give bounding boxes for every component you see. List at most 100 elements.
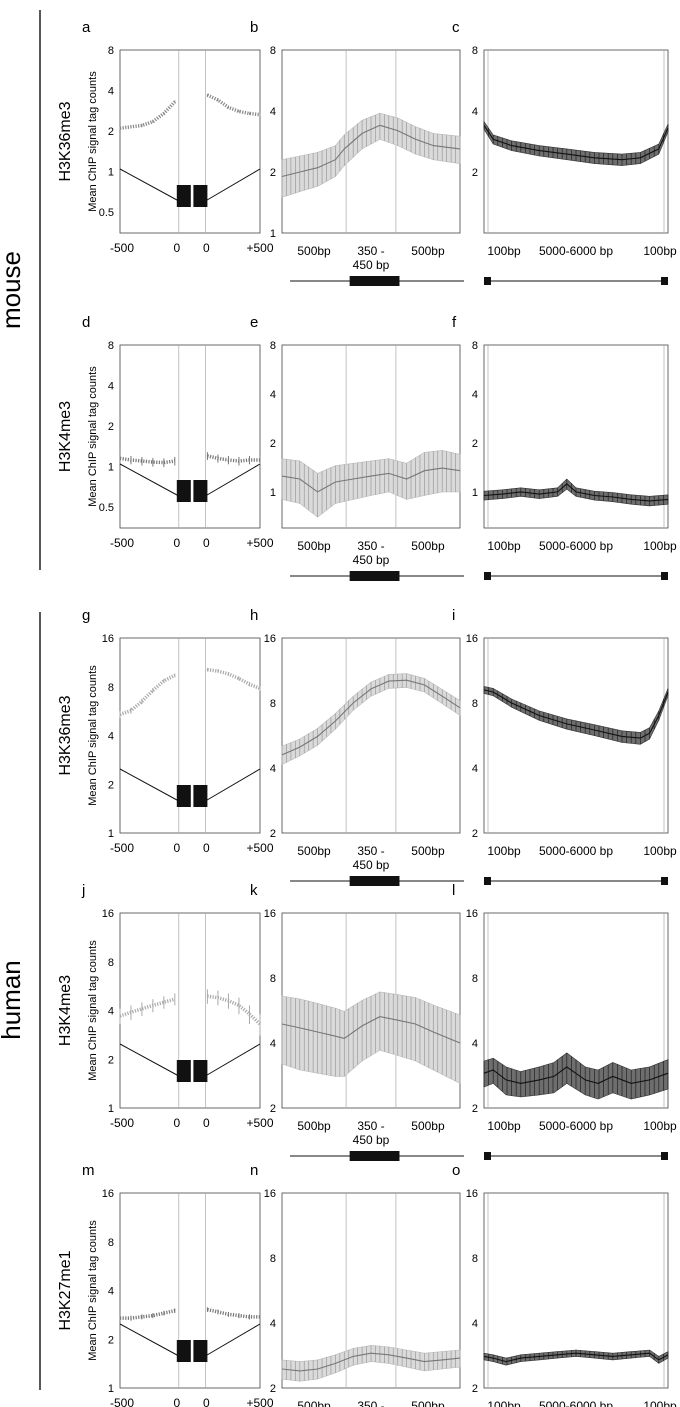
plot-frame xyxy=(119,49,261,234)
y-tick-label: 8 xyxy=(270,698,276,710)
y-tick-label: 1 xyxy=(108,167,114,179)
plot-frame xyxy=(119,1192,261,1389)
y-tick-label: 4 xyxy=(108,86,114,98)
y-axis-title: Mean ChIP signal tag counts xyxy=(87,1220,99,1361)
y-axis-title: Mean ChIP signal tag counts xyxy=(87,940,99,1081)
panel-k: k 2 4 8 16 500bp 350 -450 bp 500bp xyxy=(250,882,464,1161)
series-line xyxy=(206,454,260,463)
region-label-line: 350 - xyxy=(357,244,384,258)
y-tick-label: 8 xyxy=(108,682,114,694)
exon-box xyxy=(193,480,208,502)
region-label-line: 100bp xyxy=(643,844,677,858)
region-label: 500bp xyxy=(297,1119,331,1133)
panel-letter: k xyxy=(250,882,258,899)
series-line xyxy=(281,1016,461,1044)
exon-box xyxy=(176,1340,191,1362)
region-label: 350 -450 bp xyxy=(353,244,390,272)
region-label: 100bp xyxy=(643,1119,677,1133)
y-tick-label: 4 xyxy=(108,1286,114,1298)
panel-d: d 0.5 1 2 4 8 H3K4me3 Mean ChIP signal tag coun… xyxy=(57,314,274,550)
plot-frame xyxy=(281,344,461,529)
region-label: 350 -450 bp xyxy=(353,1119,390,1147)
y-tick-label: 2 xyxy=(108,779,114,791)
series-line xyxy=(483,689,669,739)
gene-model-line xyxy=(119,768,180,802)
region-label: 350 -450 bp xyxy=(353,1399,390,1407)
series-line xyxy=(483,483,669,502)
y-tick-label: 16 xyxy=(466,633,478,645)
plot-frame xyxy=(281,1192,461,1389)
y-tick-label: 2 xyxy=(472,167,478,179)
region-label: 500bp xyxy=(411,844,445,858)
exon-box xyxy=(176,785,191,807)
region-label-line: 100bp xyxy=(487,244,521,258)
plot-frame xyxy=(483,912,669,1109)
panel-l: l 2 4 8 16 100bp 5000-6000 bp 100bp xyxy=(452,882,677,1160)
region-label-line: 350 - xyxy=(357,1119,384,1133)
series-line xyxy=(120,1308,176,1320)
y-tick-label: 4 xyxy=(108,1006,114,1018)
x-tick-label: +500 xyxy=(246,1396,273,1407)
y-tick-label: 4 xyxy=(472,1318,478,1330)
y-tick-label: 4 xyxy=(270,1318,276,1330)
region-label: 500bp xyxy=(411,1119,445,1133)
y-tick-label: 2 xyxy=(270,1383,276,1395)
y-tick-label: 16 xyxy=(264,908,276,920)
x-tick-label: -500 xyxy=(110,841,134,855)
histone-mark-label: H3K36me3 xyxy=(57,695,74,775)
region-label: 500bp xyxy=(297,539,331,553)
panel-letter: e xyxy=(250,314,258,331)
region-label: 100bp xyxy=(643,1399,677,1407)
y-tick-label: 2 xyxy=(472,1383,478,1395)
panel-e: e 1 2 4 8 500bp 350 -450 bp 500bp xyxy=(250,314,464,581)
series-line xyxy=(119,673,176,717)
y-tick-label: 2 xyxy=(108,421,114,433)
gene-model-line xyxy=(205,168,261,202)
histone-mark-label: H3K4me3 xyxy=(57,401,74,472)
y-tick-label: 4 xyxy=(270,763,276,775)
plot-frame xyxy=(281,637,461,834)
region-label-line: 500bp xyxy=(297,539,331,553)
panel-letter: h xyxy=(250,607,258,624)
region-label-line: 5000-6000 bp xyxy=(539,244,613,258)
panel-o: o 2 4 8 16 100bp 5000-6000 bp 100bp xyxy=(452,1162,677,1407)
y-tick-label: 8 xyxy=(108,957,114,969)
gene-model-line xyxy=(205,1323,261,1357)
y-tick-label: 2 xyxy=(108,1054,114,1066)
y-tick-label: 1 xyxy=(270,228,276,240)
y-tick-label: 1 xyxy=(108,1383,114,1395)
region-label: 100bp xyxy=(487,1119,521,1133)
x-tick-label: 0 xyxy=(203,841,210,855)
region-label: 500bp xyxy=(411,1399,445,1407)
region-label-line: 500bp xyxy=(411,539,445,553)
y-tick-label: 2 xyxy=(108,126,114,138)
region-label: 100bp xyxy=(487,1399,521,1407)
panel-letter: a xyxy=(82,19,91,36)
region-label: 100bp xyxy=(643,844,677,858)
region-label: 5000-6000 bp xyxy=(539,244,613,258)
region-label: 500bp xyxy=(297,844,331,858)
region-label: 100bp xyxy=(643,244,677,258)
series-line xyxy=(119,997,176,1018)
y-tick-label: 1 xyxy=(108,828,114,840)
region-label-line: 500bp xyxy=(297,1399,331,1407)
y-tick-label: 16 xyxy=(102,633,114,645)
x-tick-label: 0 xyxy=(203,1396,210,1407)
region-label-line: 500bp xyxy=(411,1119,445,1133)
exon-box xyxy=(193,185,208,207)
region-label-line: 450 bp xyxy=(353,858,390,872)
y-axis-title: Mean ChIP signal tag counts xyxy=(87,366,99,507)
y-tick-label: 16 xyxy=(466,1188,478,1200)
exon-box xyxy=(349,276,400,286)
x-tick-label: -500 xyxy=(110,1396,134,1407)
region-label-line: 450 bp xyxy=(353,258,390,272)
region-label: 500bp xyxy=(297,244,331,258)
y-tick-label: 4 xyxy=(472,1038,478,1050)
exon-box xyxy=(176,185,191,207)
panel-h: h 2 4 8 16 500bp 350 -450 bp 500bp xyxy=(250,607,464,886)
region-label-line: 100bp xyxy=(643,1399,677,1407)
y-tick-label: 2 xyxy=(270,167,276,179)
y-tick-label: 4 xyxy=(472,763,478,775)
x-tick-label: -500 xyxy=(110,241,134,255)
